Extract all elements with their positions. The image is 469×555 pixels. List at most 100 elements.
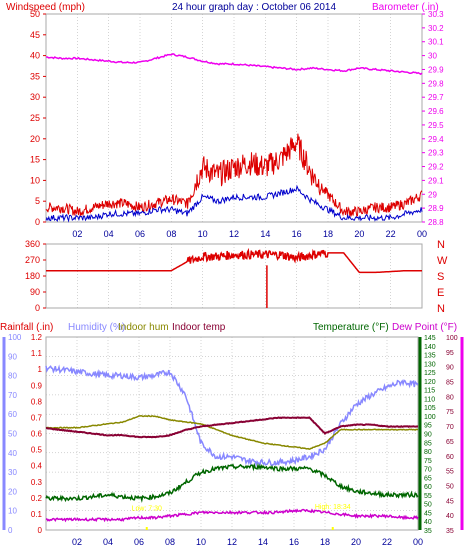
humidity-tick-label: 80 [8,372,17,381]
temperature-tick-label: 140 [424,344,436,351]
temperature-tick-label: 75 [424,458,432,465]
compass-label: S [437,271,444,283]
rainfall-tick-label: 0.2 [31,494,43,503]
temp-line [45,462,419,504]
windspeed-tick-label: 35 [30,71,40,81]
windspeed-tick-label: 10 [30,175,40,185]
compass-label: E [437,287,444,299]
temperature-tick-label: 55 [424,493,432,500]
rainfall-tick-label: 0.7 [31,413,43,422]
dew-point-tick-label: 35 [446,528,454,535]
humidity-tick-label: 100 [8,333,22,342]
rainfall-tick-label: 1.2 [31,333,43,342]
dew-point-tick-label: 100 [446,335,458,342]
legend-humidity: Humidity (%) [68,322,125,333]
hum-line [45,364,419,467]
barometer-tick-label: 30.3 [428,10,444,19]
temperature-tick-label: 125 [424,370,436,377]
temperature-tick-label: 90 [424,432,432,439]
rainfall-tick-label: 0 [38,526,43,535]
time-tick-label: 06 [135,229,145,239]
humidity-ticks: 0 10 20 30 40 50 60 70 80 90 100 [8,333,22,535]
series [46,247,422,308]
barometer-tick-label: 30 [428,52,437,61]
legend-temperature: Temperature (°F) [313,322,389,333]
humidity-tick-label: 30 [8,468,17,477]
barometer-tick-label: 29.3 [428,149,444,158]
windspeed-tick-label: 45 [30,30,40,40]
time-tick-label: 22 [382,537,392,547]
temperature-tick-label: 35 [424,528,432,535]
time-tick-label: 10 [196,537,206,547]
barometer-line [46,53,423,76]
chart-title: 24 hour graph day : October 06 2014 [172,2,336,13]
windspeed-tick-label: 20 [30,134,40,144]
time-tick-label: 14 [260,229,270,239]
compass-label: N [437,303,445,315]
barometer-tick-label: 29.2 [428,163,444,172]
rainfall-tick-label: 0.3 [31,478,43,487]
humidity-tick-label: 20 [8,487,17,496]
rainfall-tick-label: 0.4 [31,462,43,471]
temperature-tick-label: 100 [424,414,436,421]
direction-ticks: 0 90 180 270 360 [25,239,46,313]
time-tick-label: 20 [351,537,361,547]
humidity-tick-label: 50 [8,430,17,439]
dew-line [45,508,419,523]
barometer-tick-label: 30.1 [428,38,444,47]
temperature-tick-label: 120 [424,379,436,386]
temperature-annotation: Low: 7:30 [132,506,162,513]
time-tick-label: 02 [72,229,82,239]
humidity-tick-label: 10 [8,507,17,516]
barometer-tick-label: 29.4 [428,135,444,144]
compass-label: W [437,255,448,267]
rainfall-tick-label: 0.1 [31,510,43,519]
temperature-tick-label: 95 [424,423,432,430]
humidity-tick-label: 0 [8,526,13,535]
time-tick-label: 04 [104,229,114,239]
time-tick-label: 00 [413,537,423,547]
time-tick-label: 14 [258,537,268,547]
wind-barometer-panel: Windspeed (mph) 24 hour graph day : Octo… [6,2,444,239]
rainfall-tick-label: 0.9 [31,381,43,390]
barometer-ticks: 28.8 28.9 29 29.1 29.2 29.3 29.4 29.5 29.6 29.7 29… [422,10,444,227]
humidity-tick-label: 70 [8,391,17,400]
dew-point-tick-label: 60 [446,454,454,461]
legend-dew-point: Dew Point (°F) [392,322,457,333]
time-tick-label: 16 [292,229,302,239]
barometer-tick-label: 28.8 [428,218,444,227]
time-ticks: 02 04 06 08 10 12 14 16 18 20 22 00 [72,537,423,547]
barometer-axis-title: Barometer (.in) [372,2,439,13]
dew-point-tick-label: 95 [446,350,454,357]
barometer-tick-label: 30.2 [428,24,444,33]
time-tick-label: 00 [417,229,427,239]
legend-indoor-hum: Indoor hum [118,322,169,333]
dew-point-tick-label: 90 [446,365,454,372]
direction-tick-label: 90 [30,287,40,297]
rainfall-tick-label: 0.5 [31,446,43,455]
temperature-tick-label: 50 [424,502,432,509]
temperature-tick-label: 40 [424,519,432,526]
barometer-tick-label: 29.5 [428,121,444,130]
windspeed-tick-label: 0 [35,217,40,227]
dew-point-tick-label: 80 [446,394,454,401]
time-tick-label: 22 [386,229,396,239]
windspeed-tick-label: 5 [35,196,40,206]
humidity-tick-label: 40 [8,449,17,458]
time-tick-label: 16 [289,537,299,547]
windspeed-tick-label: 40 [30,51,40,61]
humidity-tick-label: 60 [8,410,17,419]
dew-point-tick-label: 75 [446,409,454,416]
indoor-temp-line [45,416,419,439]
windspeed-tick-label: 30 [30,92,40,102]
dew-point-tick-label: 40 [446,513,454,520]
windspeed-axis-title: Windspeed (mph) [6,2,85,13]
grid [46,337,419,530]
rainfall-tick-label: 0.8 [31,397,43,406]
barometer-tick-label: 29 [428,190,437,199]
time-tick-label: 20 [354,229,364,239]
dew-point-tick-label: 50 [446,483,454,490]
dew-point-tick-label: 70 [446,424,454,431]
